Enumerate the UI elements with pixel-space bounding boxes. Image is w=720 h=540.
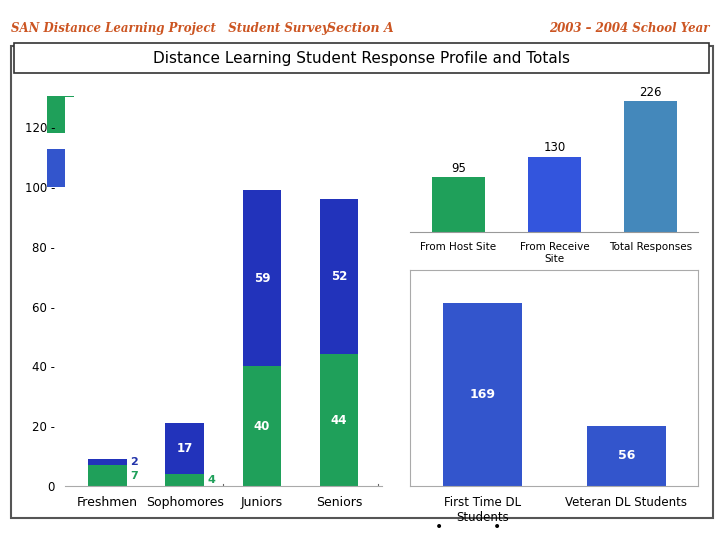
Text: SAN Distance Learning Project   Student Survey: SAN Distance Learning Project Student Su… (11, 22, 328, 36)
FancyBboxPatch shape (14, 43, 709, 73)
Text: 4: 4 (208, 475, 215, 485)
Text: Receive Site Responses: Receive Site Responses (83, 161, 230, 174)
Text: 2: 2 (130, 457, 138, 467)
Bar (432, 177, 485, 232)
Text: 52: 52 (331, 270, 347, 283)
Text: Distance Learning Student Response Profile and Totals: Distance Learning Student Response Profi… (153, 51, 570, 65)
Bar (243, 190, 281, 366)
Bar (320, 199, 359, 354)
Bar (88, 459, 127, 465)
Text: 40: 40 (253, 420, 270, 433)
Text: 226: 226 (639, 86, 662, 99)
Text: •: • (492, 519, 501, 534)
Bar (587, 426, 666, 486)
Text: 169: 169 (469, 388, 495, 401)
Text: 17: 17 (176, 442, 193, 455)
Bar (88, 465, 127, 486)
Bar (166, 423, 204, 474)
Bar (47, 149, 74, 186)
Text: 56: 56 (618, 449, 635, 462)
Text: 59: 59 (253, 272, 270, 285)
Bar (243, 366, 281, 486)
Text: 7: 7 (130, 470, 138, 481)
Text: Section A: Section A (327, 22, 393, 36)
Text: Host Site Responses: Host Site Responses (83, 108, 210, 121)
Bar (47, 96, 74, 133)
Text: 44: 44 (331, 414, 347, 427)
Bar (166, 474, 204, 486)
FancyBboxPatch shape (11, 46, 713, 518)
Text: 130: 130 (544, 141, 565, 154)
Text: •: • (435, 519, 444, 534)
Bar (443, 303, 522, 486)
Bar (320, 354, 359, 486)
Bar (528, 157, 581, 232)
Bar (624, 101, 677, 232)
Text: 2003 – 2004 School Year: 2003 – 2004 School Year (549, 22, 709, 36)
Text: 95: 95 (451, 162, 466, 175)
